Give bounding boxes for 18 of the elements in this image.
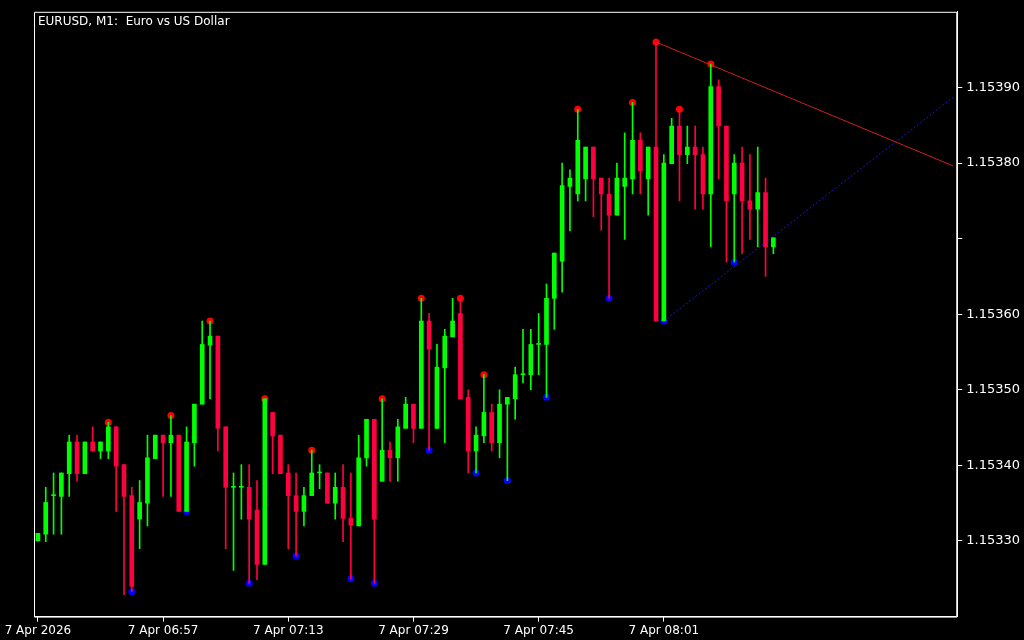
y-tick-label: 1.15360 <box>966 305 1021 321</box>
x-tick-label: 7 Apr 08:01 <box>628 622 700 637</box>
candlestick <box>262 398 268 565</box>
x-tick-label: 7 Apr 07:29 <box>378 622 449 637</box>
x-tick-label: 7 Apr 2026 <box>4 622 72 637</box>
y-tick-label: 1.15390 <box>966 78 1021 94</box>
x-tick-label: 7 Apr 07:13 <box>252 622 324 637</box>
x-tick-label: 7 Apr 06:57 <box>127 622 199 637</box>
candlestick <box>35 533 41 542</box>
y-tick-label: 1.15340 <box>966 456 1021 472</box>
x-tick-label: 7 Apr 07:45 <box>503 622 574 637</box>
candlestick <box>176 434 182 512</box>
candlestick <box>152 434 158 459</box>
y-tick-label: 1.15350 <box>966 381 1021 397</box>
y-tick-label: 1.15380 <box>966 154 1021 170</box>
candlestick <box>82 441 88 475</box>
y-tick-label: 1.15330 <box>966 532 1021 548</box>
chart-title: EURUSD, M1: Euro vs US Dollar <box>38 13 230 28</box>
